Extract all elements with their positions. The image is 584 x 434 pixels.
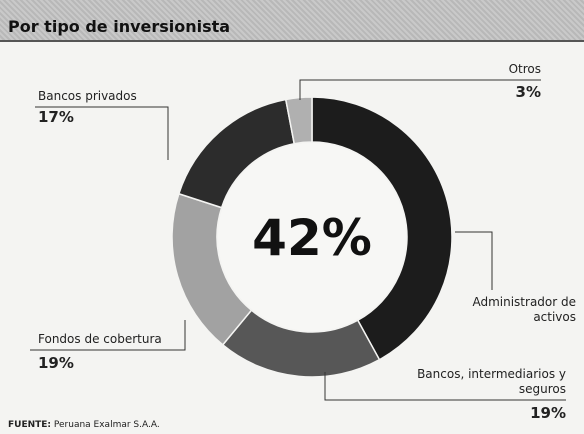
- value-label: 19%: [38, 354, 74, 372]
- chart-title: Por tipo de inversionista: [8, 17, 231, 36]
- value-label: 3%: [515, 83, 541, 101]
- category-label: Fondos de cobertura: [38, 332, 162, 346]
- leader-line: [35, 106, 169, 160]
- source-label: FUENTE:: [8, 420, 52, 430]
- leader-line: [299, 79, 541, 100]
- value-label: 19%: [530, 404, 566, 422]
- leader-line: [324, 372, 566, 401]
- leader-line: [455, 231, 493, 290]
- category-label: Bancos privados: [38, 89, 137, 103]
- source-text: Peruana Exalmar S.A.A.: [53, 420, 160, 430]
- center-value: 42%: [252, 209, 372, 267]
- donut-hole: [218, 143, 406, 331]
- leader-line: [30, 320, 186, 351]
- category-label: Otros: [508, 62, 541, 76]
- donut-segment: [311, 96, 453, 361]
- donut-segment: [284, 96, 313, 145]
- value-label: 17%: [38, 108, 74, 126]
- category-label: Bancos, intermediarios y seguros: [417, 367, 566, 396]
- category-label: Administrador de activos: [472, 295, 576, 324]
- title-bar: Por tipo de inversionista: [0, 0, 584, 42]
- source: FUENTE: Peruana Exalmar S.A.A.: [8, 420, 160, 430]
